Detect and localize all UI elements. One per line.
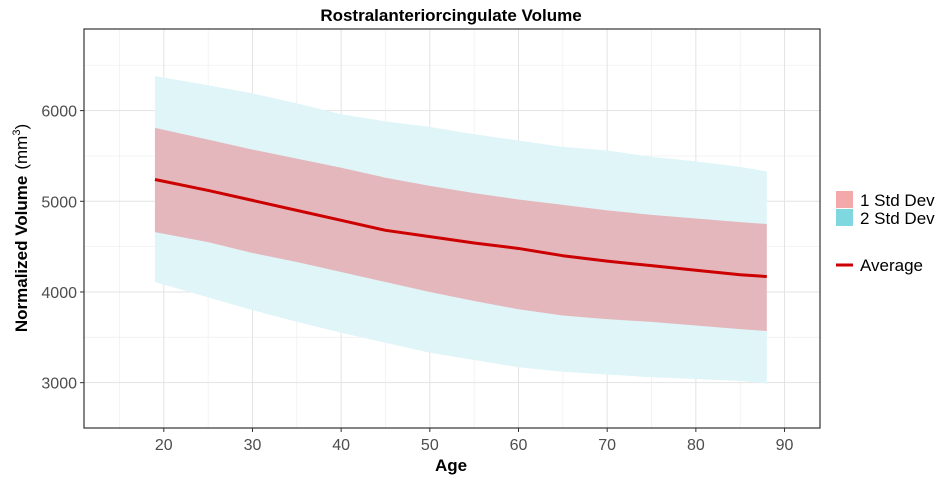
y-axis-title-main: Normalized Volume <box>12 176 31 333</box>
x-tick-label: 80 <box>687 437 705 454</box>
band-1-std-dev <box>154 127 767 331</box>
y-tick-label: 3000 <box>41 376 77 393</box>
legend: 1 Std Dev 2 Std Dev Average <box>836 191 935 275</box>
x-tick-label: 70 <box>598 437 616 454</box>
line-average <box>154 178 767 279</box>
legend-swatch-2sd <box>836 209 853 226</box>
y-axis-title: Normalized Volume (mm3) <box>11 124 31 332</box>
x-axis-ticks: 20 30 40 50 60 70 80 90 <box>155 428 794 454</box>
lines <box>154 178 767 279</box>
y-axis-unit-close: ) <box>12 124 31 130</box>
y-axis-unit: (mm <box>12 136 31 170</box>
legend-label-2sd: 2 Std Dev <box>860 209 935 228</box>
y-tick-label: 6000 <box>41 104 77 121</box>
x-tick-label: 40 <box>332 437 350 454</box>
y-tick-label: 5000 <box>41 194 77 211</box>
y-axis-unit-superscript: 3 <box>11 130 23 136</box>
x-tick-label: 50 <box>421 437 439 454</box>
x-tick-label: 30 <box>244 437 262 454</box>
plot-border <box>83 28 821 429</box>
legend-label-1sd: 1 Std Dev <box>860 191 935 210</box>
x-axis-title: Age <box>435 456 467 475</box>
chart-title: Rostralanteriorcingulate Volume <box>320 6 581 25</box>
y-tick-label: 4000 <box>41 285 77 302</box>
y-axis-ticks: 3000 4000 5000 6000 <box>41 104 84 393</box>
legend-swatch-1sd <box>836 191 853 208</box>
x-tick-label: 90 <box>776 437 794 454</box>
x-tick-label: 60 <box>510 437 528 454</box>
legend-label-average: Average <box>860 256 923 275</box>
bands <box>154 76 767 384</box>
x-tick-label: 20 <box>155 437 173 454</box>
